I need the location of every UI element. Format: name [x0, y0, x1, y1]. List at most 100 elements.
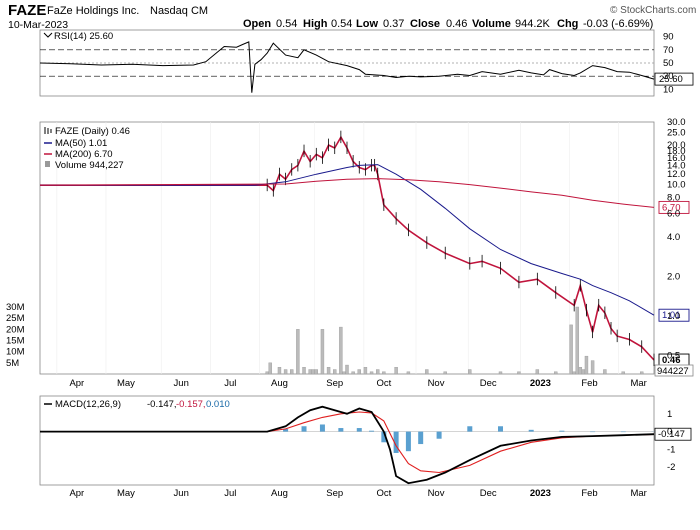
price-month-label: Oct [376, 378, 391, 389]
macd-tick-label: 1 [667, 409, 672, 420]
macd-line [40, 405, 655, 485]
rsi-legend-text: RSI(14) 25.60 [54, 31, 113, 42]
volume-bar [468, 369, 472, 375]
volume-bar [283, 369, 288, 375]
macd-month-label: Apr [69, 488, 84, 499]
volume-bar [443, 371, 447, 375]
volume-legend-text: Volume 944,227 [55, 160, 124, 171]
price-tick-label: 2.0 [667, 271, 680, 282]
volume-bar [640, 371, 644, 375]
ma200-line [39, 178, 655, 208]
price-tick-label: 6.0 [667, 209, 680, 220]
price-tick-label: 12.0 [667, 169, 686, 180]
volume-value-label: 944227 [657, 366, 689, 377]
macd-month-label: 2023 [530, 488, 551, 499]
volume-bar [621, 371, 625, 375]
volume-bar [578, 367, 583, 375]
macd-legend: MACD(12,26,9) -0.147, -0.157, 0.010 [44, 399, 230, 410]
price-panel [39, 121, 655, 375]
macd-legend-name: MACD(12,26,9) [55, 399, 121, 410]
macd-histogram-bar [301, 426, 307, 432]
close-value: 0.46 [446, 18, 467, 30]
macd-tick-label: -1 [667, 444, 675, 455]
volume-bar [569, 324, 573, 375]
volume-bar [308, 369, 312, 375]
ma50-line [40, 164, 655, 316]
volume-tick-label: 25M [6, 313, 25, 324]
volume-bars [265, 306, 644, 375]
grid [40, 49, 654, 432]
ma50-legend-text: MA(50) 1.01 [55, 138, 107, 149]
macd-histogram-bar [620, 431, 626, 433]
high-value: 0.54 [331, 18, 352, 30]
rsi-line [39, 41, 655, 93]
open-label: Open [243, 18, 271, 30]
rsi-legend-icon [43, 32, 53, 38]
rsi-panel [39, 29, 655, 97]
macd-month-label: Oct [376, 488, 391, 499]
volume-tick-label: 20M [6, 324, 25, 335]
ma50-value-label-box [658, 308, 690, 322]
macd-month-label: Jul [224, 488, 236, 499]
volume-tick-label: 5M [6, 358, 19, 369]
macd-histogram-bar [356, 428, 362, 432]
low-label: Low [356, 18, 378, 30]
volume-bar [517, 371, 521, 375]
price-month-label: Jul [224, 378, 236, 389]
chg-label: Chg [557, 18, 578, 30]
price-month-label: Feb [581, 378, 597, 389]
volume-bar [575, 306, 579, 375]
volume-tick-label: 30M [6, 302, 25, 313]
macd-legend-value: -0.147, [147, 399, 177, 410]
high-label: High [303, 18, 328, 30]
ma200-value-label: 6.70 [662, 202, 681, 213]
volume-bar [394, 367, 398, 375]
price-month-label: Apr [69, 378, 84, 389]
volume-bar [277, 367, 282, 375]
histogram-legend-value: 0.010 [206, 399, 230, 410]
macd-panel [39, 395, 655, 486]
macd-histogram-bar [418, 431, 424, 445]
price-month-label: Dec [480, 378, 497, 389]
price-tick-label: 20.0 [667, 140, 686, 151]
volume-bar [584, 355, 589, 375]
macd-month-label: Mar [630, 488, 646, 499]
volume-bar [382, 371, 386, 375]
volume-bar [320, 329, 325, 375]
candle-legend-icon [44, 127, 52, 134]
macd-last-value-label: -0.147 [658, 429, 685, 440]
price-tick-label: 10.0 [667, 180, 686, 191]
volume-label: Volume [472, 18, 511, 30]
volume-bar [345, 364, 349, 375]
macd-histogram-bar [467, 426, 473, 432]
rsi-plot: 25.60 [39, 41, 694, 93]
macd-month-label: May [117, 488, 135, 499]
price-tick-label: 4.0 [667, 232, 680, 243]
signal-legend-value: -0.157, [176, 399, 206, 410]
open-value: 0.54 [276, 18, 297, 30]
price-tick-label: 25.0 [667, 127, 686, 138]
volume-tick-label: 15M [6, 336, 25, 347]
macd-histogram-bar [369, 430, 375, 432]
macd-histogram-bar [559, 430, 565, 432]
volume-bar [268, 362, 272, 375]
macd-histogram-bar [283, 428, 289, 432]
macd-month-label: Feb [581, 488, 597, 499]
volume-bar [314, 369, 318, 375]
price-legend-text: FAZE (Daily) 0.46 [55, 126, 130, 137]
price-tick-label: 1.0 [667, 311, 680, 322]
chg-value: -0.03 (-6.69%) [583, 18, 653, 30]
price-month-label: May [117, 378, 135, 389]
exchange-name: Nasdaq CM [150, 5, 208, 17]
volume-bar [326, 367, 331, 375]
ma200-legend-text: MA(200) 6.70 [55, 149, 113, 160]
price-month-label: 2023 [530, 378, 551, 389]
ticker-symbol: FAZE [8, 2, 46, 19]
axis-labels: 10305070900.51.02.04.06.08.010.012.014.0… [6, 32, 686, 499]
volume-bar [351, 371, 355, 375]
macd-last-value-box [654, 427, 692, 441]
price-tick-label: 0.5 [667, 350, 680, 361]
rsi-last-value-box [654, 72, 694, 86]
price-month-label: Aug [271, 378, 288, 389]
close-label: Close [410, 18, 440, 30]
